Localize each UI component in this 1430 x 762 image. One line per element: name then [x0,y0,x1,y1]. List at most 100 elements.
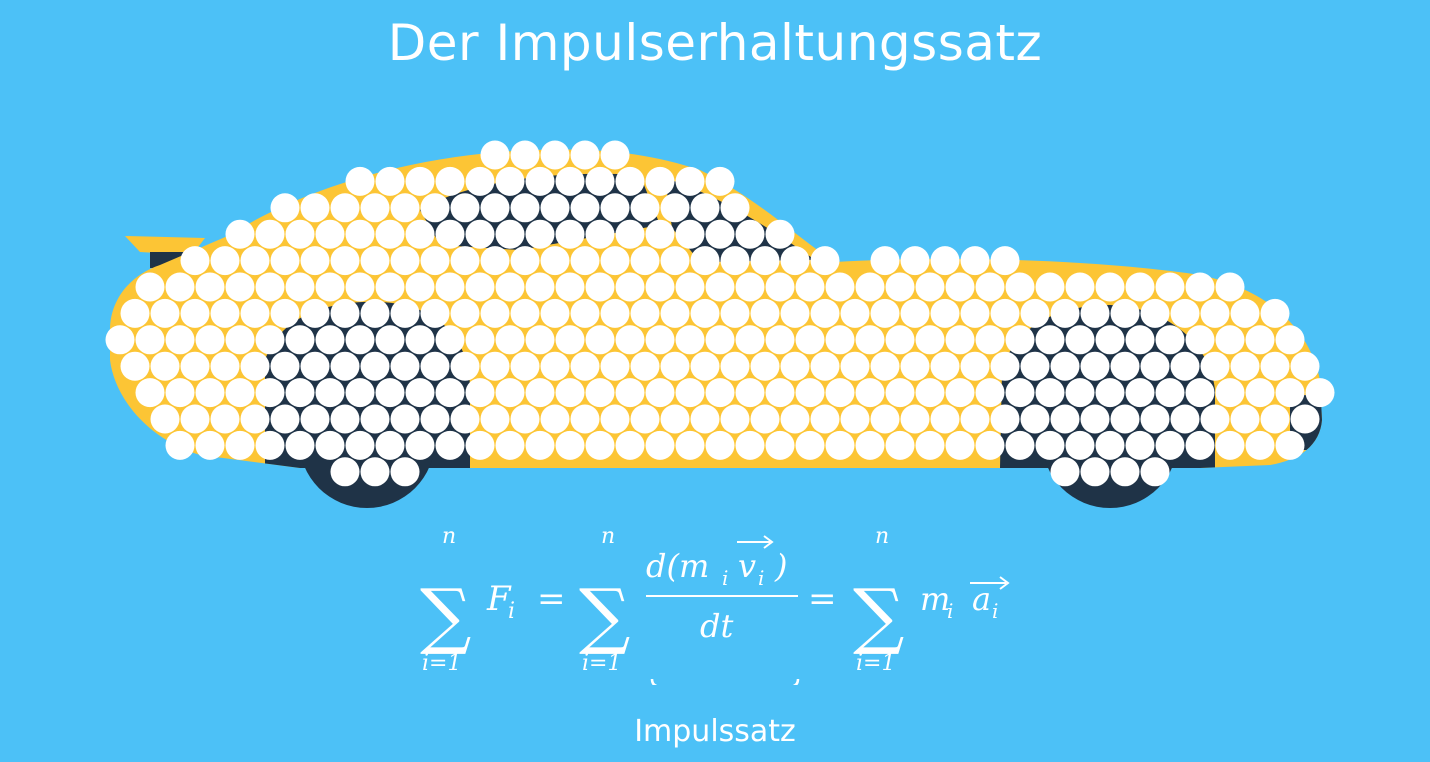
particle [645,272,675,302]
particle [525,430,555,460]
particle [690,298,720,328]
particle [465,378,495,408]
particle [1020,298,1050,328]
particle [120,351,150,381]
particle [420,351,450,381]
sigma-symbol: ∑ [579,573,630,657]
particle [435,166,465,196]
particle [570,193,600,223]
particle [240,246,270,276]
sum-lower-limit: i=1 [582,651,621,676]
particle [510,246,540,276]
particle [735,325,765,355]
particle [600,193,630,223]
particle [555,166,585,196]
particle [300,246,330,276]
particle [555,219,585,249]
particle [795,430,825,460]
particle [585,378,615,408]
particle [300,193,330,223]
particle [510,140,540,170]
particle [1185,325,1215,355]
particle [720,246,750,276]
particle [345,430,375,460]
particle [585,219,615,249]
particle [555,430,585,460]
particle [420,246,450,276]
particle-grid [105,140,1335,487]
particle [210,246,240,276]
particle [1215,272,1245,302]
particle [150,351,180,381]
particle [465,325,495,355]
particle [795,325,825,355]
particle [990,404,1020,434]
particle [795,378,825,408]
particle [705,272,735,302]
particle [390,193,420,223]
force-subscript: i [508,599,515,624]
particle [1065,430,1095,460]
particle [330,298,360,328]
particle [1200,298,1230,328]
particle [330,457,360,487]
particle [885,378,915,408]
particle [495,430,525,460]
particle [525,219,555,249]
particle [750,351,780,381]
particle [630,404,660,434]
particle [435,272,465,302]
particle [1275,325,1305,355]
particle [360,246,390,276]
particle [690,193,720,223]
particle [600,246,630,276]
particle [1065,272,1095,302]
particle [780,298,810,328]
particle [705,219,735,249]
particle [1140,298,1170,328]
particle [645,219,675,249]
particle [825,430,855,460]
particle [1260,404,1290,434]
particle [405,272,435,302]
particle [570,351,600,381]
particle [225,430,255,460]
particle [495,166,525,196]
particle [375,378,405,408]
particle [825,325,855,355]
particle [690,404,720,434]
particle [225,325,255,355]
particle [1140,457,1170,487]
particle [855,378,885,408]
particle [495,378,525,408]
particle [750,246,780,276]
particle [960,246,990,276]
particle [1275,430,1305,460]
particle [735,219,765,249]
particle [1125,378,1155,408]
particle [360,193,390,223]
particle [510,298,540,328]
particle [585,325,615,355]
particle [315,430,345,460]
particle [705,325,735,355]
particle [735,378,765,408]
particle [420,298,450,328]
particle [1095,325,1125,355]
particle [1245,325,1275,355]
particle [390,351,420,381]
particle [540,404,570,434]
particle [1155,378,1185,408]
particle [990,298,1020,328]
particle [630,193,660,223]
sigma-symbol: ∑ [420,573,471,657]
particle [705,166,735,196]
particle [855,430,885,460]
particle [690,246,720,276]
particle [150,404,180,434]
particle [705,378,735,408]
particle [1230,351,1260,381]
velocity-vector: v [738,547,756,585]
particle [915,430,945,460]
particle [540,298,570,328]
